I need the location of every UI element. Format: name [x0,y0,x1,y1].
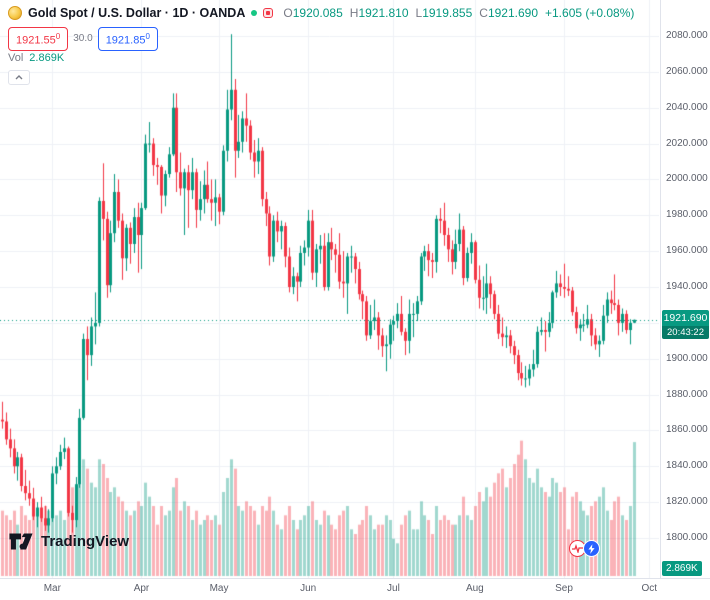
time-tick-label: Jun [300,583,317,594]
collapse-legend-button[interactable] [8,70,30,85]
price-tick-label: 1940.000 [666,281,708,292]
buy-button[interactable]: 1921.850 [97,27,158,51]
low-value: 1919.855 [422,6,473,20]
time-axis[interactable]: Mar Apr May Jun Jul Aug Sep Oct [0,578,710,600]
price-tick-label: 1900.000 [666,352,708,364]
open-value: 1920.085 [292,6,343,20]
price-axis[interactable]: 1921.690 20:43:22 2.869K 2080.000 2060.00… [660,0,710,578]
trade-buttons-row: 1921.550 30.0 1921.850 [8,27,158,51]
time-tick-label: Oct [641,583,658,594]
price-tick-label: 1980.000 [666,209,708,221]
last-price-label: 1921.690 20:43:22 [662,309,709,339]
buy-price-sup: 0 [145,32,150,41]
high-value: 1921.810 [358,6,409,20]
price-tick-label: 1960.000 [666,245,708,257]
symbol-title[interactable]: Gold Spot / U.S. Dollar · 1D · OANDA [28,6,246,20]
volume-value: 2.869K [29,52,65,64]
floating-action-icons [569,540,600,557]
low-label: L [415,6,423,20]
tradingview-logo-text: TradingView [41,533,130,550]
close-label: C [479,6,488,20]
tradingview-logo[interactable]: TradingView [8,532,129,551]
tradingview-logo-icon [9,533,33,550]
price-tick-label: 2060.000 [666,65,708,77]
price-tick-label: 1840.000 [666,460,708,472]
price-tick-label: 2080.000 [666,30,708,41]
close-value: 1921.690 [487,6,538,20]
gold-coin-icon [8,6,22,20]
price-tick-label: 1860.000 [666,424,708,436]
price-tick-label: 1800.000 [666,532,708,543]
sell-button[interactable]: 1921.550 [8,27,69,51]
time-tick-label: Jul [387,583,400,594]
high-label: H [349,6,359,20]
price-tick-label: 2000.000 [666,173,708,185]
spread-value: 30.0 [73,33,93,45]
volume-axis-badge: 2.869K [662,561,702,576]
symbol-legend: Gold Spot / U.S. Dollar · 1D · OANDA O19… [8,6,634,20]
lightning-icon[interactable] [583,540,600,557]
volume-legend: Vol 2.869K [8,52,64,64]
chevron-up-icon [15,75,23,80]
bar-countdown: 20:43:22 [662,325,709,339]
price-tick-label: 1820.000 [666,496,708,508]
volume-label: Vol [8,52,24,64]
price-tick-label: 2020.000 [666,137,708,149]
chart-pane[interactable]: Gold Spot / U.S. Dollar · 1D · OANDA O19… [0,0,660,578]
sell-price-sup: 0 [55,32,61,41]
price-tick-label: 1880.000 [666,388,708,400]
time-tick-label: Mar [43,583,61,594]
data-flag-icon[interactable] [263,8,274,18]
ohlc-values: O1920.085 H1921.810 L1919.855 C1921.690 … [283,6,634,20]
time-tick-label: May [209,583,229,594]
change-value: +1.605 (+0.08%) [545,6,635,20]
last-price-value: 1921.690 [662,309,709,326]
bolt-glyph [588,543,595,554]
open-label: O [283,6,293,20]
time-tick-label: Sep [555,583,573,594]
time-tick-label: Apr [133,583,150,594]
candlestick-chart-canvas[interactable] [0,0,659,578]
price-tick-label: 2040.000 [666,101,708,113]
time-tick-label: Aug [465,583,484,594]
heartbeat-glyph [572,544,583,553]
market-status-dot-icon[interactable] [251,10,258,16]
